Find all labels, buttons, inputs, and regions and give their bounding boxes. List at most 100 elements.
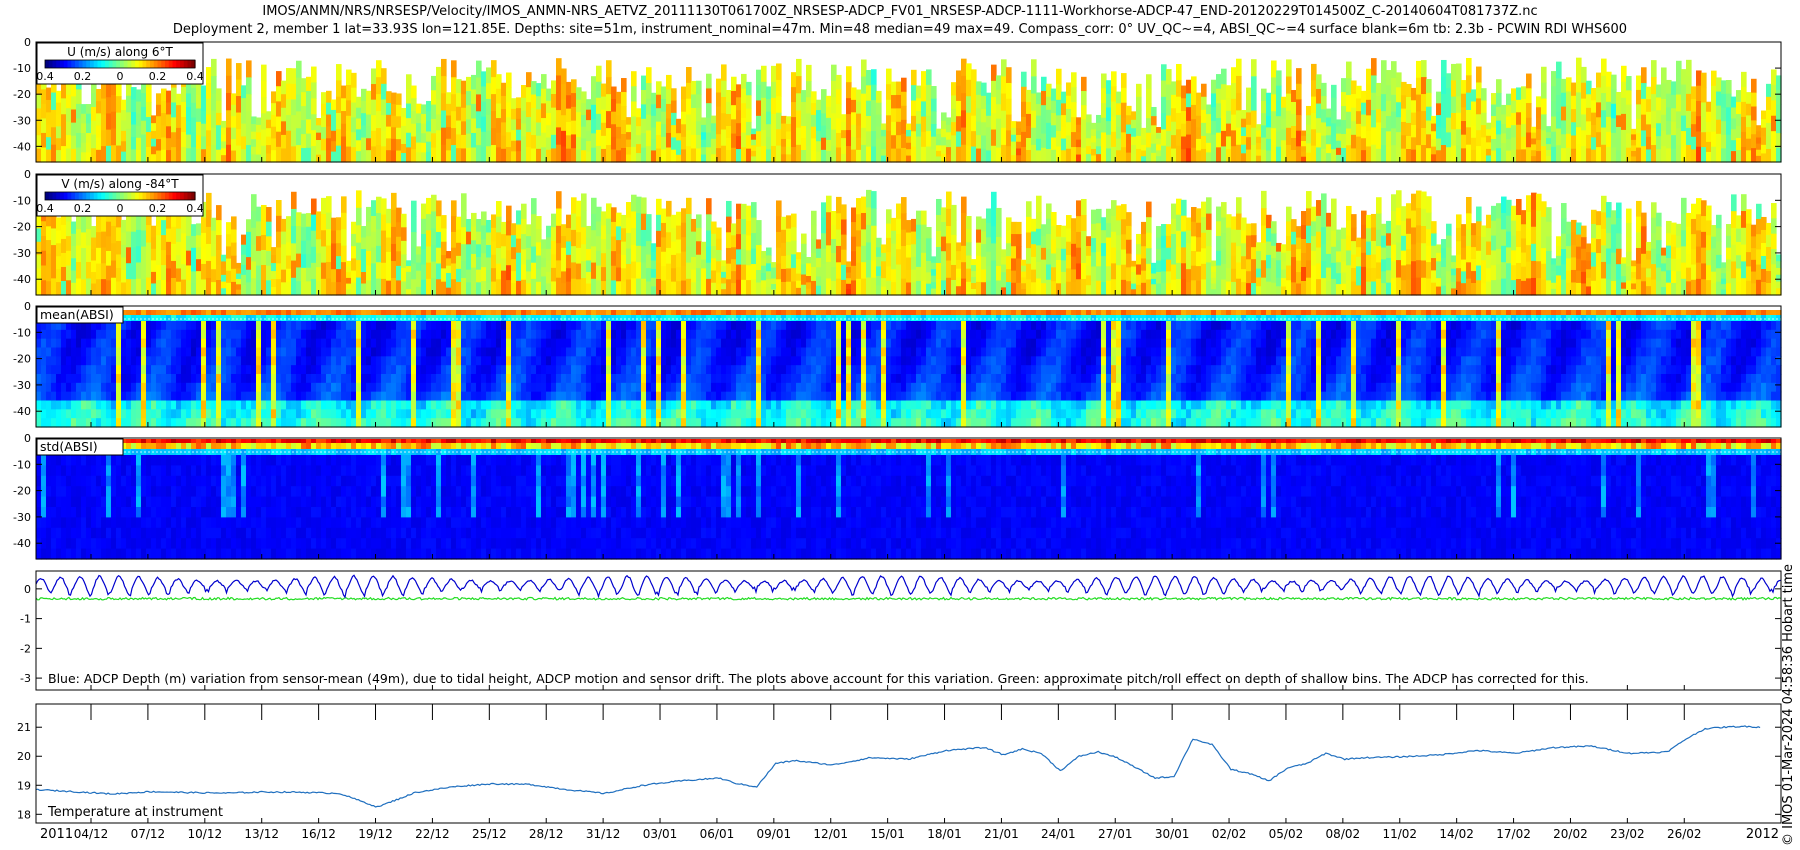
panel1-colorbar-cell-28 [150,192,155,200]
panel1-colorbar-cell-29 [153,192,159,200]
x-tick-label-0: 04/12 [74,827,109,841]
panel0-colorbar-cell-34 [172,60,177,68]
panel0-colorbar-cell-31 [161,60,166,68]
panel4-ytick-label-3: -3 [20,672,31,685]
panel1-colorbar-cell-7 [71,192,76,200]
panel2-ytick-label-0: 0 [24,300,31,313]
panel0-colorbar-cell-27 [146,60,151,68]
panel1-colorbar-cell-2 [52,192,57,200]
panel0-colorbar-cell-19 [116,60,121,68]
adcp-depth-series-line [35,574,1781,599]
panel0-colorbar-cell-13 [93,60,99,68]
depth-annotation-text: Blue: ADCP Depth (m) variation from sens… [48,671,1589,686]
x-tick-label-16: 21/01 [984,827,1019,841]
panel0-ytick-label-4: -40 [13,140,31,153]
panel3-label: std(ABSI) [40,439,98,454]
panel1-colorbar-cell-3 [56,192,61,200]
panel1-colorbar-cell-22 [127,192,132,200]
x-tick-label-1: 07/12 [131,827,166,841]
panel1-colorbar-cell-23 [131,192,136,200]
x-tick-label-11: 06/01 [700,827,735,841]
panel1-colorbar-cell-9 [78,192,84,200]
x-axis-start-label: 2011 [40,827,73,842]
panel0-colorbar-cell-1 [48,60,54,68]
panel0-colorbar-cell-7 [71,60,76,68]
panel1-colorbar-cell-33 [168,192,174,200]
panel1-colorbar-cell-17 [108,192,114,200]
temperature-series-line [35,725,1761,808]
panel0-ytick-label-2: -20 [13,88,31,101]
panel1-colorbar-cell-5 [63,192,69,200]
panel5-frame [35,703,1782,824]
panel0-ytick-label-1: -10 [13,62,31,75]
pitch-roll-series-line [35,596,1781,601]
deployment-info-title: Deployment 2, member 1 lat=33.93S lon=12… [172,22,1628,37]
panel3-heatmap [36,439,1782,560]
panel1-colorbar-tick-1: 0.2 [74,202,92,215]
x-tick-label-22: 08/02 [1326,827,1361,841]
x-tick-label-15: 18/01 [927,827,962,841]
panel1-colorbar-cell-11 [86,192,91,200]
panel1-colorbar-cell-4 [60,192,65,200]
panel1-colorbar-cell-1 [48,192,54,200]
panel0-colorbar-cell-15 [101,60,106,68]
panel1-colorbar-cell-27 [146,192,151,200]
panel1-colorbar-cell-14 [97,192,102,200]
panel2-ytick-label-4: -40 [13,405,31,418]
panel1-colorbar-cell-25 [138,192,144,200]
x-tick-label-18: 27/01 [1098,827,1133,841]
panel0-colorbar-cell-0 [45,60,50,68]
x-tick-label-23: 11/02 [1382,827,1417,841]
panel0-label: U (m/s) along 6°T [67,45,173,59]
panel3-ytick-label-3: -30 [13,511,31,524]
x-tick-label-14: 15/01 [870,827,905,841]
panel0-colorbar-cell-25 [138,60,144,68]
panel0-colorbar-tick-2: 0 [117,70,124,83]
x-tick-label-10: 03/01 [643,827,678,841]
x-tick-label-5: 19/12 [358,827,393,841]
panel5-ytick-label-2: 20 [17,750,31,763]
panel1-ytick-label-4: -40 [13,273,31,286]
panel0-colorbar-cell-28 [150,60,155,68]
panel1-colorbar-tick-4: 0.4 [186,202,204,215]
panel1-colorbar-cell-30 [157,192,162,200]
x-tick-label-3: 13/12 [244,827,279,841]
x-tick-label-25: 17/02 [1496,827,1531,841]
panel3-ytick-label-4: -40 [13,537,31,550]
panel0-heatmap [36,57,1782,163]
panel1-colorbar-cell-13 [93,192,99,200]
panel1-colorbar-cell-6 [67,192,72,200]
x-tick-label-13: 12/01 [813,827,848,841]
x-tick-label-12: 09/01 [757,827,792,841]
panel3-frame [35,437,1782,560]
panel0-colorbar-cell-11 [86,60,91,68]
panel2-label: mean(ABSI) [40,307,114,322]
panel1-colorbar-tick-2: 0 [117,202,124,215]
panel0-ytick-label-3: -30 [13,114,31,127]
panel2-frame [35,305,1782,428]
x-tick-label-4: 16/12 [301,827,336,841]
panel1-colorbar-cell-36 [180,192,185,200]
panel1-colorbar-cell-39 [191,192,196,200]
panel1-colorbar-cell-19 [116,192,121,200]
temperature-label: Temperature at instrument [47,805,223,820]
panel0-colorbar-cell-38 [187,60,192,68]
panel0-colorbar-cell-36 [180,60,185,68]
x-tick-label-2: 10/12 [188,827,223,841]
x-tick-label-7: 25/12 [472,827,507,841]
panel0-colorbar-cell-4 [60,60,65,68]
panel1-colorbar-tick-0: 0.4 [36,202,54,215]
panel0-frame [35,41,1782,163]
panel3-ytick-label-1: -10 [13,458,31,471]
panel1-ytick-label-2: -20 [13,221,31,234]
panel5-ytick-label-1: 19 [17,779,31,792]
panel0-colorbar-cell-39 [191,60,196,68]
x-tick-label-24: 14/02 [1439,827,1474,841]
panel1-colorbar-cell-15 [101,192,106,200]
credit-text: © IMOS 01-Mar-2024 04:58:36 Hobart time [1781,563,1796,846]
panel0-colorbar-cell-3 [56,60,61,68]
panel1-colorbar-cell-0 [45,192,50,200]
panel0-colorbar-cell-26 [142,60,147,68]
panel0-colorbar-cell-20 [120,60,125,68]
